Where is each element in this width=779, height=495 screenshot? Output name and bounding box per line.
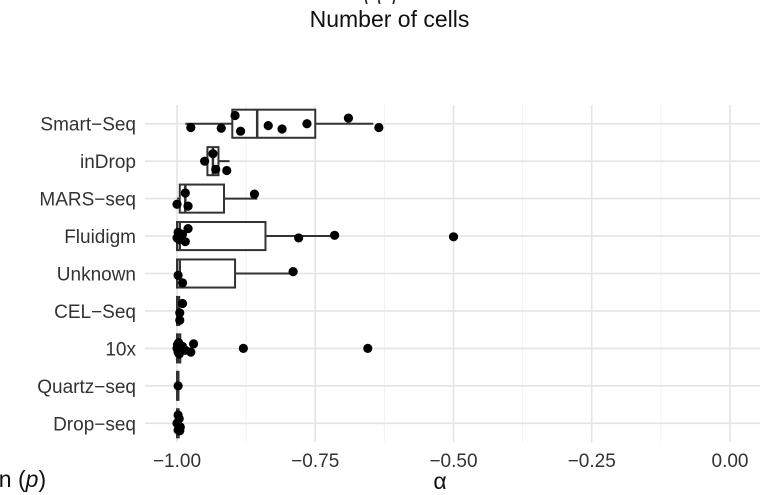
left-label-text: on ( [0, 466, 26, 492]
data-point [249, 189, 260, 199]
y-tick-label: 10x [105, 339, 136, 360]
data-point [183, 223, 193, 234]
data-point [200, 156, 210, 166]
points-layer [172, 110, 459, 436]
data-point [173, 410, 183, 420]
y-tick-label: MARS−seq [39, 190, 136, 211]
data-point [448, 232, 459, 242]
data-point [177, 229, 188, 239]
data-point [180, 188, 190, 198]
y-tick-label: Quartz−seq [37, 377, 136, 398]
data-point [374, 122, 384, 133]
data-point [330, 230, 340, 240]
data-point [216, 123, 226, 133]
data-point [294, 233, 304, 243]
data-point [172, 199, 182, 209]
data-point [188, 339, 199, 349]
data-point [343, 113, 354, 123]
data-point [175, 426, 185, 436]
x-tick-label: −1.00 [153, 451, 201, 472]
panel-title: Number of cells [309, 6, 470, 32]
y-tick-label: Unknown [57, 265, 136, 286]
data-point [175, 315, 185, 325]
data-point [238, 343, 248, 353]
y-tick-label: Drop−seq [53, 414, 136, 435]
x-tick-label: −0.50 [429, 451, 477, 472]
data-point [186, 347, 196, 357]
x-tick-label: 0.00 [712, 451, 749, 472]
data-point [177, 278, 188, 288]
data-point [173, 381, 183, 391]
data-point [175, 308, 185, 318]
data-point [180, 237, 190, 247]
y-tick-label: inDrop [80, 152, 136, 173]
left-label-close: ) [38, 466, 47, 492]
clipped-left-axis-label: on (p) [0, 466, 46, 493]
clipped-top-text: ( ( ) [200, 0, 560, 4]
left-label-var: p [25, 466, 39, 492]
data-point [288, 267, 298, 277]
data-point [235, 126, 246, 136]
y-tick-label: Fluidigm [64, 227, 136, 248]
data-point [363, 343, 373, 353]
x-tick-labels: −1.00 −0.75 −0.50 −0.25 0.00 [153, 451, 749, 472]
box [231, 108, 317, 139]
data-point [222, 165, 232, 176]
data-point [277, 124, 287, 134]
x-tick-label: −0.75 [291, 451, 339, 472]
data-point [208, 149, 218, 159]
box [176, 258, 237, 289]
data-point [177, 298, 188, 309]
data-point [230, 110, 240, 121]
x-tick-label: −0.25 [568, 451, 616, 472]
data-point [186, 122, 196, 133]
data-point [183, 201, 193, 211]
y-tick-label: CEL−Seq [54, 302, 136, 323]
y-tick-labels: Smart−Seq inDrop MARS−seq Fluidigm Unknown CE… [37, 115, 136, 436]
data-point [211, 164, 221, 175]
data-point [263, 120, 273, 131]
x-axis-title: α [433, 468, 447, 494]
data-point [173, 270, 183, 280]
y-tick-label: Smart−Seq [40, 115, 136, 136]
data-point [302, 119, 312, 129]
